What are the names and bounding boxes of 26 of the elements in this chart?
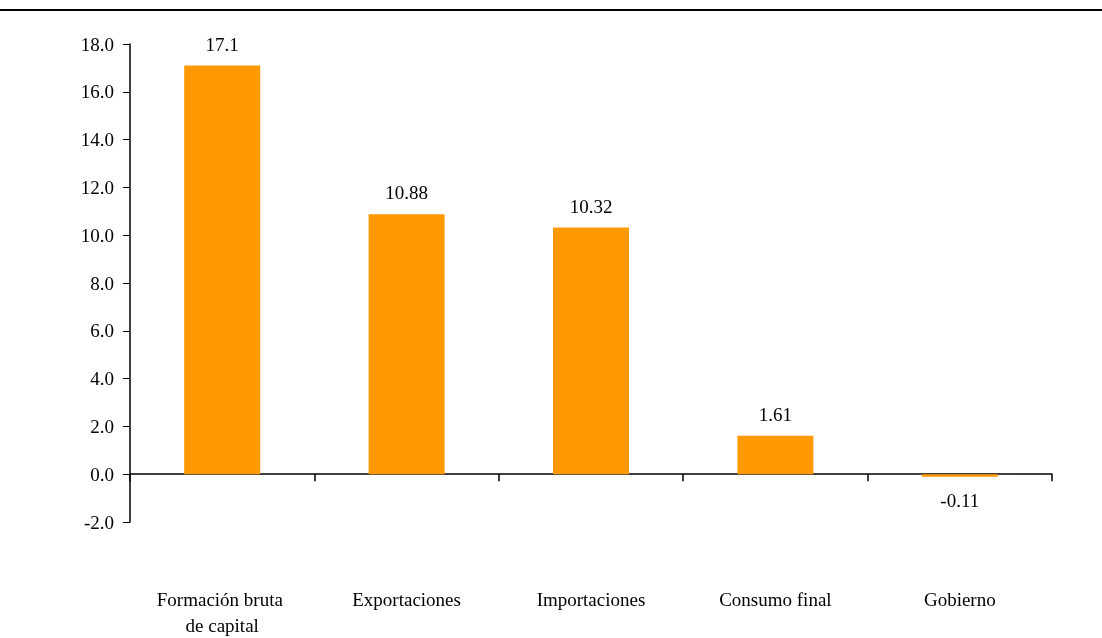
bar [553, 227, 629, 475]
bar [368, 214, 445, 475]
data-label: 10.32 [569, 195, 613, 217]
x-tick-label: Exportaciones [352, 588, 461, 610]
y-tick-label: -2.0 [83, 511, 114, 533]
y-tick-label: 8.0 [90, 272, 114, 294]
y-tick-label: 6.0 [90, 320, 114, 342]
y-tick-label: 18.0 [80, 33, 114, 55]
y-tick-label: 4.0 [90, 368, 114, 390]
x-tick-label: Importaciones [536, 588, 646, 610]
bar [921, 474, 998, 477]
y-tick-label: 16.0 [80, 81, 114, 103]
data-label: 10.88 [385, 182, 428, 204]
y-tick-label: 2.0 [90, 415, 114, 437]
y-tick-label: 0.0 [90, 463, 114, 485]
data-label: -0.11 [940, 489, 980, 511]
bar [737, 435, 814, 475]
x-tick-label: Consumo final [719, 588, 832, 610]
x-tick-label: Gobierno [923, 588, 996, 610]
x-tick-label: Formación bruta de capital [156, 588, 288, 636]
y-tick-label: 12.0 [80, 176, 114, 198]
bar [184, 65, 261, 475]
y-tick-label: 10.0 [80, 224, 114, 246]
y-tick-label: 14.0 [80, 129, 114, 151]
data-label: 1.61 [758, 403, 793, 425]
data-label: 17.1 [205, 33, 239, 55]
